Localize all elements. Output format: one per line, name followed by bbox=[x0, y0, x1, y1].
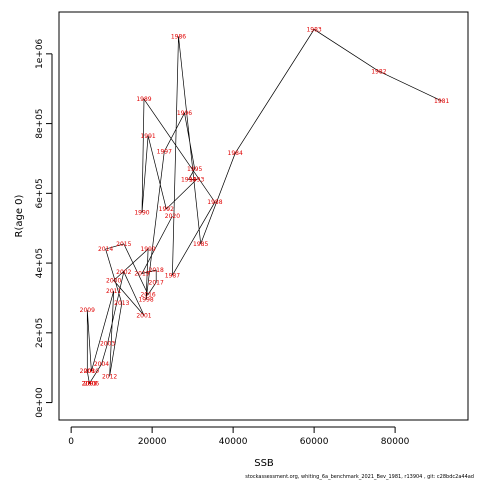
y-tick-label: 1e+06 bbox=[35, 38, 45, 69]
year-point-1995: 1995 bbox=[187, 166, 202, 173]
year-point-1985: 1985 bbox=[193, 241, 208, 248]
x-tick-label: 40000 bbox=[219, 437, 248, 447]
year-point-2000: 2000 bbox=[106, 278, 121, 285]
year-point-1981: 1981 bbox=[434, 98, 449, 105]
y-tick-label: 6e+05 bbox=[35, 178, 45, 208]
year-point-1990: 1990 bbox=[134, 210, 149, 217]
year-point-1988: 1988 bbox=[207, 199, 222, 206]
year-point-1992: 1992 bbox=[159, 206, 174, 213]
year-point-2003: 2003 bbox=[100, 340, 115, 347]
year-point-2006: 2006 bbox=[84, 380, 99, 387]
year-point-2013: 2013 bbox=[114, 300, 129, 307]
year-point-1991: 1991 bbox=[140, 133, 155, 140]
year-point-1983: 1983 bbox=[306, 26, 321, 33]
x-tick-label: 0 bbox=[68, 437, 74, 447]
y-tick-label: 0e+00 bbox=[35, 387, 45, 418]
year-point-2011: 2011 bbox=[106, 288, 121, 295]
year-point-1982: 1982 bbox=[371, 68, 386, 75]
year-point-1997: 1997 bbox=[157, 149, 172, 156]
year-point-1986: 1986 bbox=[171, 33, 186, 40]
y-axis-title: R(age 0) bbox=[14, 194, 25, 237]
year-point-2001: 2001 bbox=[136, 312, 151, 319]
year-point-1987: 1987 bbox=[165, 272, 180, 279]
x-tick-label: 60000 bbox=[300, 437, 329, 447]
year-point-1999: 1999 bbox=[140, 246, 155, 253]
recruitment-trajectory-line bbox=[86, 28, 442, 384]
year-point-2007: 2007 bbox=[82, 380, 97, 387]
year-point-1984: 1984 bbox=[228, 150, 243, 157]
year-point-2009: 2009 bbox=[80, 307, 95, 314]
x-axis-title: SSB bbox=[254, 458, 274, 469]
year-point-2004: 2004 bbox=[94, 361, 109, 368]
x-tick-label: 80000 bbox=[381, 437, 410, 447]
year-point-2020: 2020 bbox=[165, 213, 180, 220]
year-point-1993: 1993 bbox=[189, 176, 204, 183]
year-point-2005: 2005 bbox=[82, 380, 97, 387]
year-point-2019: 2019 bbox=[134, 271, 149, 278]
y-tick-label: 2e+05 bbox=[35, 318, 45, 348]
year-point-2017: 2017 bbox=[149, 279, 164, 286]
year-point-1998: 1998 bbox=[138, 297, 153, 304]
y-tick-label: 8e+05 bbox=[35, 108, 45, 138]
year-point-2010: 2010 bbox=[84, 368, 99, 375]
year-point-2002: 2002 bbox=[116, 269, 131, 276]
y-tick-label: 4e+05 bbox=[35, 248, 45, 278]
year-point-1996: 1996 bbox=[177, 110, 192, 117]
year-point-1994: 1994 bbox=[181, 176, 196, 183]
year-point-2014: 2014 bbox=[98, 246, 113, 253]
year-point-2008: 2008 bbox=[80, 368, 95, 375]
x-tick-label: 20000 bbox=[138, 437, 167, 447]
year-point-2016: 2016 bbox=[140, 292, 155, 299]
year-point-2012: 2012 bbox=[102, 373, 117, 380]
plot-frame bbox=[58, 11, 469, 421]
footer-note: stockassessment.org, whiting_6a_benchmar… bbox=[245, 474, 474, 480]
year-point-2018: 2018 bbox=[149, 267, 164, 274]
year-point-1989: 1989 bbox=[136, 96, 151, 103]
year-point-2015: 2015 bbox=[116, 241, 131, 248]
